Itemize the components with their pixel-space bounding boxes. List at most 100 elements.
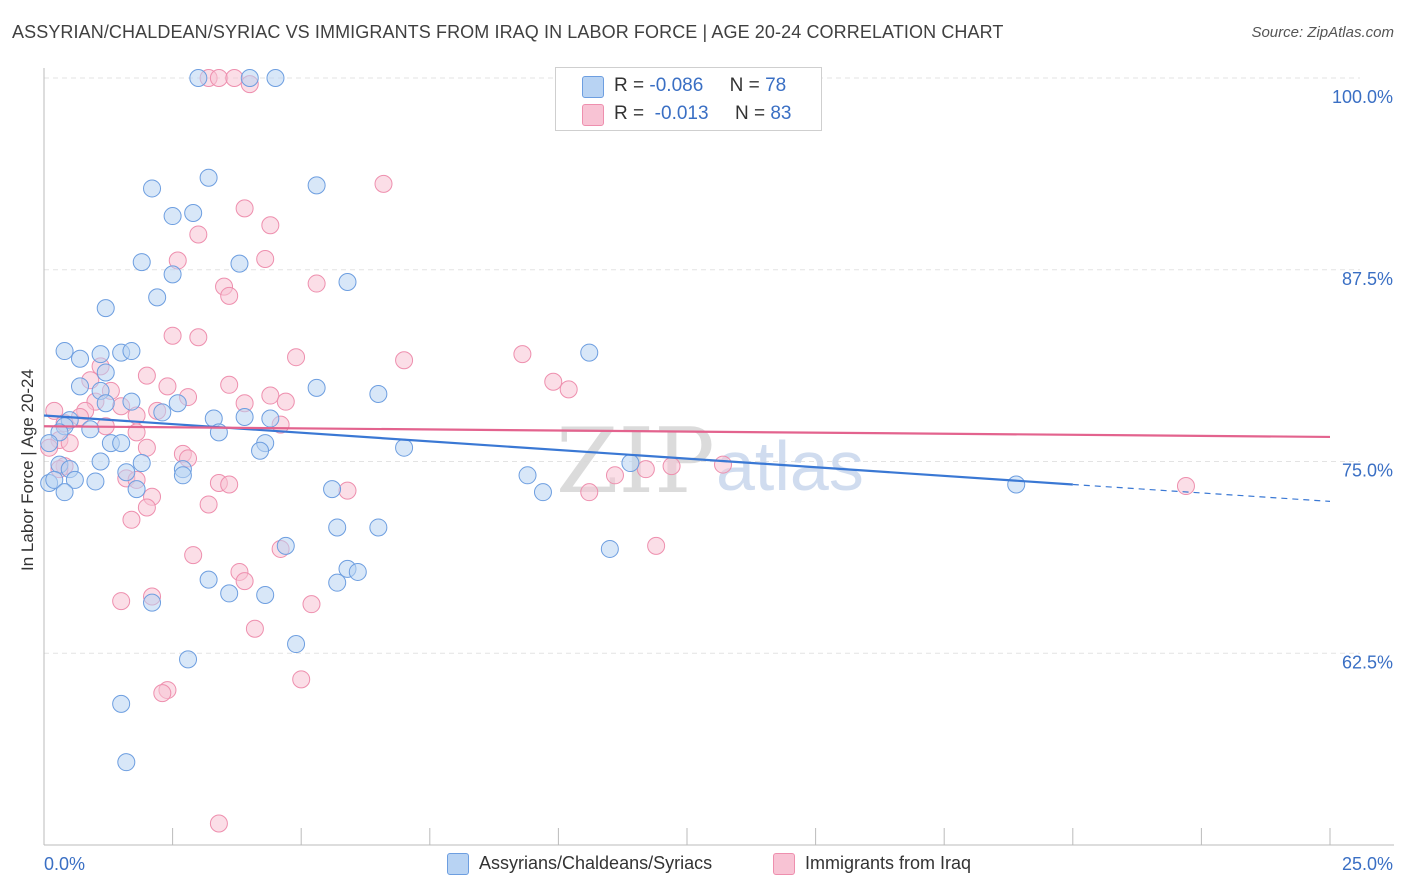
data-point-assyrians [307, 378, 326, 397]
data-point-assyrians [148, 288, 167, 307]
data-point-immigrants-from-iraq [220, 286, 239, 305]
data-point-assyrians [251, 441, 270, 460]
legend-n-value-1: 78 [765, 75, 787, 96]
data-point-assyrians [143, 179, 162, 198]
data-point-assyrians [96, 394, 115, 413]
data-point-assyrians [112, 434, 131, 453]
data-point-assyrians [81, 420, 100, 439]
legend-r-value-1: -0.086 [649, 75, 704, 96]
data-point-assyrians [163, 265, 182, 284]
data-point-immigrants-from-iraq [189, 225, 208, 244]
axes [43, 68, 1394, 846]
data-point-immigrants-from-iraq [235, 199, 254, 218]
data-point-assyrians [580, 343, 599, 362]
data-point-immigrants-from-iraq [307, 274, 326, 293]
data-point-assyrians [163, 207, 182, 226]
data-point-immigrants-from-iraq [261, 216, 280, 235]
data-point-assyrians [86, 472, 105, 491]
data-point-immigrants-from-iraq [636, 460, 655, 479]
data-point-assyrians [184, 203, 203, 222]
data-point-assyrians [533, 483, 552, 502]
data-point-assyrians [122, 392, 141, 411]
data-point-assyrians [179, 650, 198, 669]
data-point-assyrians [55, 342, 74, 361]
data-point-assyrians [328, 518, 347, 537]
data-point-assyrians [240, 69, 259, 87]
series-assyrians-points [40, 69, 1026, 772]
data-point-immigrants-from-iraq [137, 498, 156, 517]
bottom-legend-label-series1: Assyrians/Chaldeans/Syriacs [479, 853, 713, 873]
data-point-immigrants-from-iraq [662, 457, 681, 476]
x-tick-label: 25.0% [1342, 854, 1393, 874]
legend-r-label-2: R = [614, 103, 645, 124]
data-point-assyrians [230, 254, 249, 273]
data-point-immigrants-from-iraq [158, 377, 177, 396]
data-point-assyrians [40, 434, 59, 453]
data-point-assyrians [600, 539, 619, 558]
x-tick-label: 0.0% [44, 854, 85, 874]
data-point-immigrants-from-iraq [1176, 477, 1195, 496]
legend-n-label-2: N = [734, 103, 766, 124]
legend-swatch-series1 [582, 76, 604, 98]
tick-labels: 62.5% 75.0% 87.5% 100.0% 0.0% 25.0% [44, 87, 1393, 874]
data-point-assyrians [132, 454, 151, 473]
data-point-assyrians [323, 480, 342, 499]
trend-lines [43, 414, 1331, 502]
data-point-assyrians [96, 299, 115, 318]
data-point-assyrians [328, 573, 347, 592]
data-point-immigrants-from-iraq [245, 619, 264, 638]
data-point-assyrians [117, 463, 136, 482]
data-point-assyrians [189, 69, 208, 87]
bottom-legend-swatch-series1 [447, 853, 469, 875]
data-point-assyrians [287, 635, 306, 654]
data-point-immigrants-from-iraq [374, 174, 393, 193]
data-point-immigrants-from-iraq [225, 69, 244, 87]
data-point-immigrants-from-iraq [163, 326, 182, 345]
data-point-assyrians [199, 168, 218, 187]
data-point-assyrians [117, 753, 136, 772]
data-point-immigrants-from-iraq [122, 510, 141, 529]
data-point-assyrians [261, 409, 280, 428]
data-point-assyrians [91, 345, 110, 364]
data-point-assyrians [256, 585, 275, 604]
data-point-assyrians [199, 570, 218, 589]
data-point-assyrians [71, 349, 90, 368]
legend-n-label-1: N = [729, 75, 760, 96]
bottom-legend-swatch-series2 [773, 853, 795, 875]
data-point-immigrants-from-iraq [395, 351, 414, 370]
data-point-immigrants-from-iraq [153, 684, 172, 703]
data-point-immigrants-from-iraq [605, 466, 624, 485]
data-point-immigrants-from-iraq [220, 475, 239, 494]
data-point-assyrians [621, 454, 640, 473]
data-point-immigrants-from-iraq [559, 380, 578, 399]
data-point-assyrians [307, 176, 326, 195]
data-point-immigrants-from-iraq [199, 495, 218, 514]
data-point-immigrants-from-iraq [338, 481, 357, 500]
trend-line-assyrians-extension [1072, 483, 1331, 502]
chart-source: Source: ZipAtlas.com [1251, 24, 1394, 41]
y-tick-label: 87.5% [1342, 269, 1393, 289]
y-tick-label: 75.0% [1342, 461, 1393, 481]
data-point-immigrants-from-iraq [544, 372, 563, 391]
legend-swatch-series2 [582, 104, 604, 126]
data-point-assyrians [276, 536, 295, 555]
data-point-assyrians [173, 466, 192, 485]
data-point-assyrians [348, 562, 367, 581]
data-point-immigrants-from-iraq [513, 345, 532, 364]
data-point-immigrants-from-iraq [112, 592, 131, 611]
legend-r-label-1: R = [614, 75, 645, 96]
trend-line-immigrants-from-iraq [43, 425, 1331, 439]
data-point-assyrians [338, 273, 357, 292]
data-point-assyrians [266, 69, 285, 87]
data-point-immigrants-from-iraq [292, 670, 311, 689]
data-point-assyrians [168, 394, 187, 413]
y-tick-label: 62.5% [1342, 652, 1393, 672]
data-point-assyrians [45, 470, 64, 489]
data-point-assyrians [153, 403, 172, 422]
data-point-immigrants-from-iraq [256, 250, 275, 269]
data-point-immigrants-from-iraq [137, 366, 156, 385]
bottom-legend-label-series2: Immigrants from Iraq [805, 853, 972, 873]
data-point-assyrians [91, 452, 110, 471]
data-point-assyrians [235, 408, 254, 427]
data-point-assyrians [55, 483, 74, 502]
